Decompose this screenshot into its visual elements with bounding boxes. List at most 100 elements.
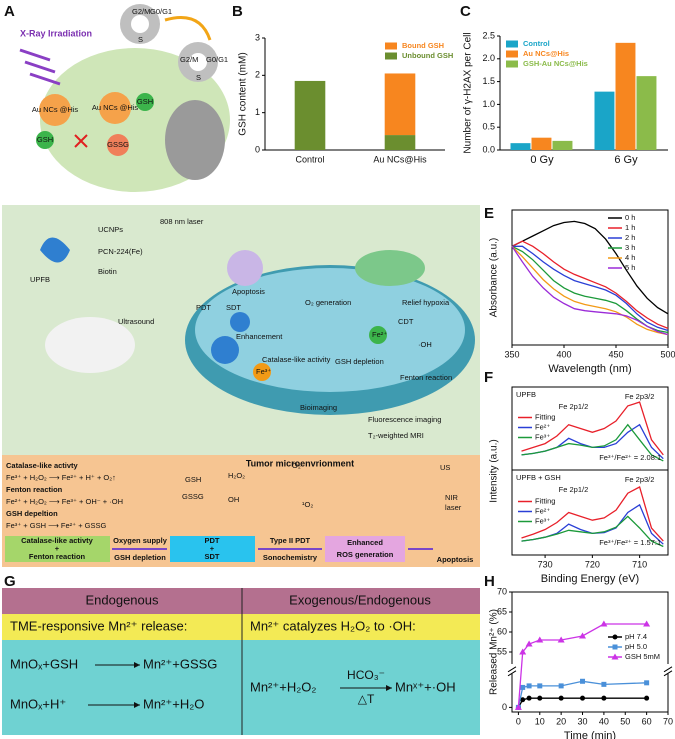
axis (511, 591, 669, 713)
chart: 350 400 450 500 Wavelength (nm) Absorbance (a… (489, 209, 675, 375)
panel-label: G (4, 573, 16, 590)
flow-label: Sonochemistry (263, 553, 318, 562)
marker (558, 695, 564, 701)
panel-label: C (460, 3, 471, 20)
phase: G2/M (132, 7, 150, 16)
marker (600, 620, 608, 627)
table-subheader: TME-responsive Mn²⁺ release: (10, 618, 187, 633)
products: Mnˣ⁺+·OH (395, 679, 456, 694)
panel-label: A (4, 3, 15, 20)
panel-label: E (484, 205, 494, 222)
arrow (164, 16, 212, 41)
cycle-hole (131, 15, 149, 33)
arrowhead (386, 685, 392, 691)
legend-label: Fitting (535, 496, 555, 505)
marker (612, 644, 618, 650)
flow-label: ROS generation (337, 550, 394, 559)
marker (601, 681, 607, 687)
marker (520, 697, 526, 703)
phase: S (138, 35, 143, 44)
diagram-label: Bioimaging (300, 403, 337, 412)
diagram-label: Relief hypoxia (402, 298, 450, 307)
legend-label: 5 h (625, 263, 635, 272)
panel-d-labels: UCNPs PCN-224(Fe) Biotin UPFB 808 nm laser Ul… (6, 217, 473, 564)
legend-label: GSH 5mM (625, 652, 660, 661)
marker (643, 620, 651, 627)
diagram-label: Enhancement (236, 332, 283, 341)
diagram-label: CDT (398, 317, 414, 326)
x-tick-label: 450 (608, 349, 623, 359)
bar (552, 140, 573, 150)
y-tick-label: 55 (497, 646, 507, 656)
bar (636, 76, 657, 150)
flow-box (170, 536, 255, 562)
panel-g: Endogenous Exogenous/Endogenous TME-resp… (2, 588, 480, 735)
diagram-label: Biotin (98, 267, 117, 276)
bar (594, 91, 615, 150)
chart: 0 55 60 65 70 0 10 20 30 40 50 60 70 Time (min) Releas… (489, 586, 673, 739)
x-tick-label: 70 (663, 716, 673, 726)
fe3-ion (253, 363, 271, 381)
marker (525, 640, 533, 647)
legend-swatch (385, 42, 397, 50)
x-tick-label: 20 (556, 716, 566, 726)
legend-label: Fitting (535, 412, 555, 421)
phase: S (196, 73, 201, 82)
products: Mn²⁺+H₂O (143, 696, 204, 711)
y-axis-label: Absorbance (a.u.) (489, 238, 500, 318)
subheader-row (2, 614, 480, 640)
reaction-row (2, 640, 480, 735)
reactants: MnOₓ+H⁺ (10, 696, 66, 711)
reaction: Fe³⁺ + H₂O₂ ⟶ Fe²⁺ + H⁺ + O₂↑ (6, 473, 116, 482)
bar (384, 135, 416, 150)
legend-swatch (506, 60, 518, 68)
gssg (107, 134, 129, 156)
gsh-label: GSH (137, 97, 153, 106)
legend-label: Fe³⁺ (535, 432, 550, 441)
marker (579, 632, 587, 639)
y-tick-label: 0 (255, 144, 260, 154)
x-tick-label: 60 (642, 716, 652, 726)
phase: G0/G1 (206, 55, 228, 64)
diagram-label: 808 nm laser (160, 217, 204, 226)
nucleus (165, 100, 225, 180)
legend-label: 0 h (625, 213, 635, 222)
x-tick-label: 0 (516, 716, 521, 726)
x-axis-label: Wavelength (nm) (548, 363, 631, 375)
nanoparticle (211, 336, 239, 364)
x-tick-label: 6 Gy (614, 154, 638, 166)
marker (557, 636, 565, 643)
marker (537, 695, 543, 701)
panel-a: X-Ray Irradiation G2/M G0/G1 S G2/M G0/G… (19, 4, 230, 192)
y-tick-label: 0 (502, 702, 507, 712)
y-tick-label: 1 (255, 107, 260, 117)
gsh (36, 131, 54, 149)
arrowhead (134, 702, 140, 708)
chart: Intensity (a.u.) UPFB Fe 2p1/2 Fe 2p3/2 Fe³⁺… (489, 386, 669, 503)
x-axis-label: Time (min) (564, 730, 616, 739)
diagram-label: Fenton reaction (400, 373, 452, 382)
legend-swatch (385, 52, 397, 60)
marker (580, 695, 586, 701)
x-tick-label: 0 Gy (530, 154, 554, 166)
diagram-label: O₂ generation (305, 298, 351, 307)
upfb (40, 237, 70, 263)
organelle (355, 250, 425, 286)
legend-label: Fe³⁺ (535, 516, 550, 525)
y-tick-label: 1.5 (482, 76, 495, 86)
tme-title: Tumor microenvrionment (246, 458, 354, 468)
line (511, 220, 669, 315)
cross (74, 134, 88, 148)
diagram-label: GSH depletion (335, 357, 384, 366)
table-subheader: Mn²⁺ catalyzes H₂O₂ to ·OH: (250, 618, 416, 633)
x-tick-label: Au NCs@His (373, 154, 427, 164)
chart: 0.0 0.5 1.0 1.5 2.0 2.5 Number of γ-H2AX per C… (463, 30, 668, 166)
marker (520, 684, 526, 690)
y-tick-label: 2 (255, 70, 260, 80)
panel-d (2, 205, 480, 567)
x-tick-label: 400 (556, 349, 571, 359)
marker (519, 648, 527, 655)
y-tick-label: 2.0 (482, 53, 495, 63)
line (521, 423, 664, 462)
